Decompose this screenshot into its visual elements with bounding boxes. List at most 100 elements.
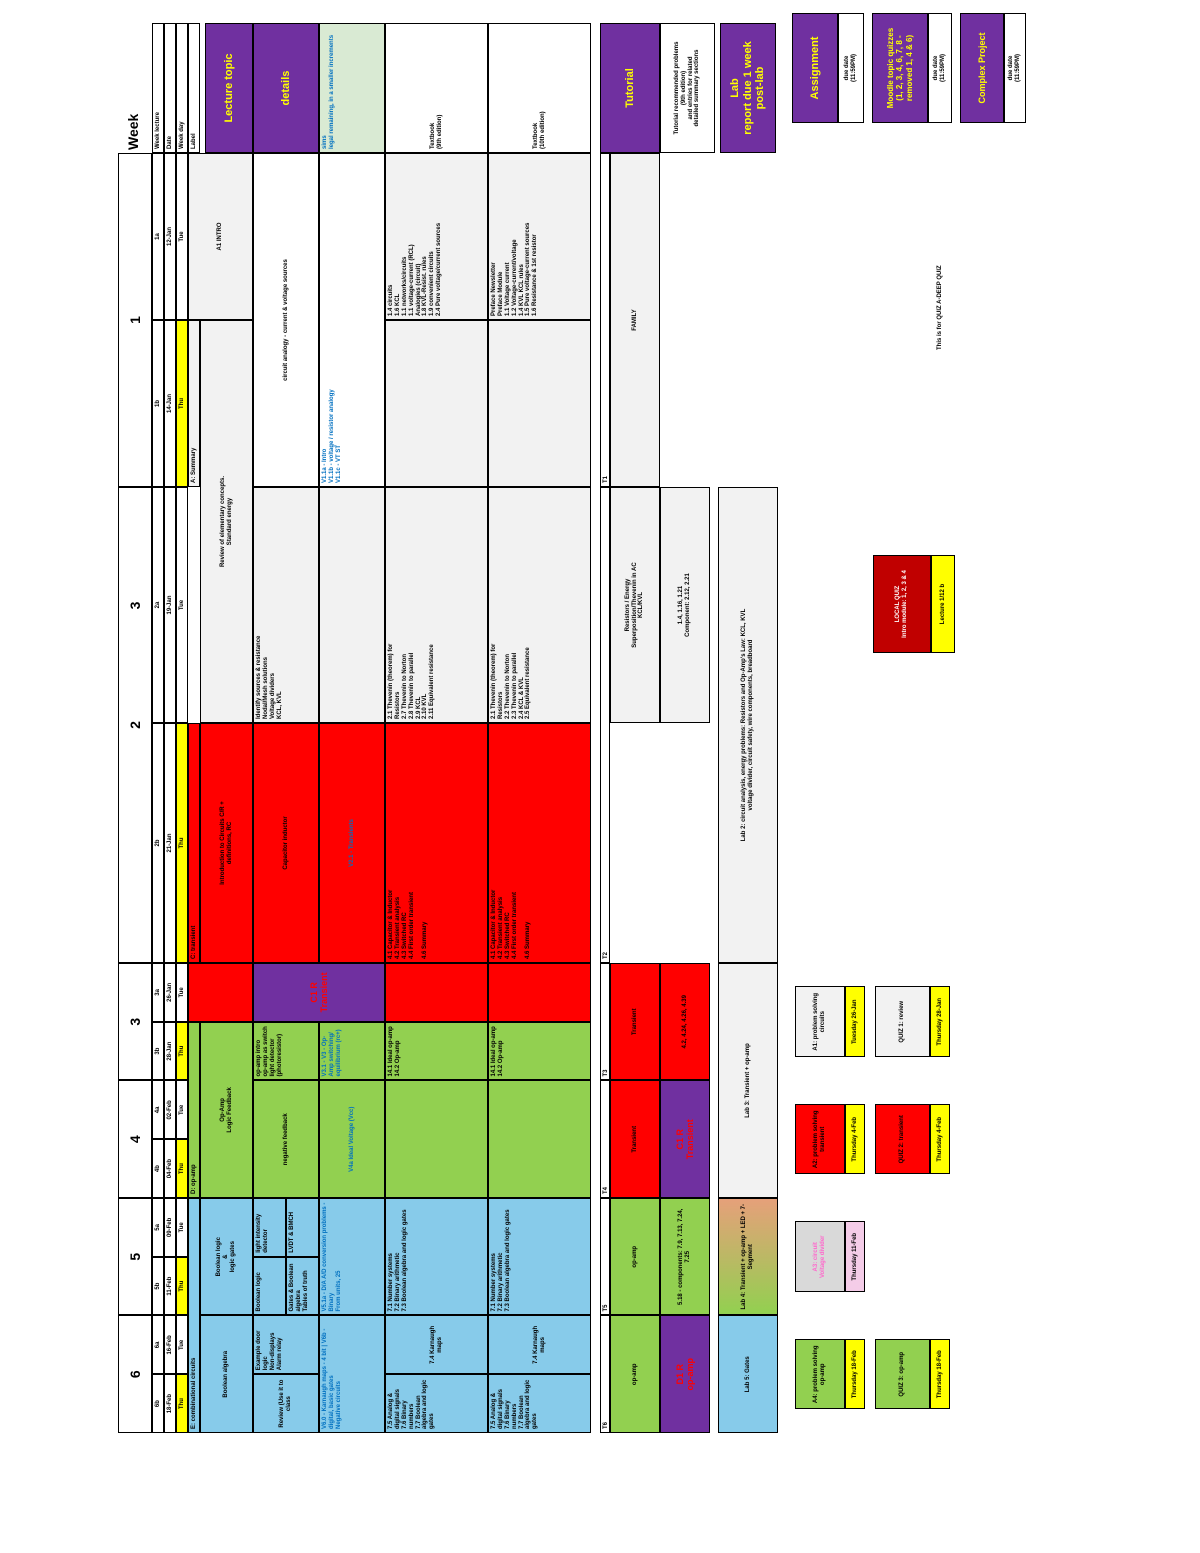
quizzes-label: Moodle topic quizzes (1, 2, 3, 4, 6, 7, … (872, 13, 928, 123)
details-5b2: Gates & Boolean algebra Tables of truth (286, 1256, 319, 1316)
textbook9-1: 1.4 circuits 1.6 KCL 1.1 networks/circui… (385, 153, 488, 320)
lab-4: Lab 4: Transient + op-amp + LED + 7-Segm… (718, 1198, 778, 1316)
sims-week-1: V1.1a - Intro V1.1b - voltage / resistor… (319, 153, 385, 487)
day-2a-date: 19-Jan (164, 487, 176, 723)
d-opamp-header: D: op-amp (188, 1021, 200, 1198)
details-5a1: light intensity detector (253, 1198, 286, 1257)
tut-5-body: op-amp (610, 1198, 660, 1316)
tutorial-2-header: T2 (600, 487, 610, 963)
tb9-6a: 7.4 Karnaugh maps (385, 1315, 488, 1375)
sims-5: V5.1a - D/A A/D conversion problems - Bi… (319, 1198, 385, 1316)
sims-2a (319, 487, 385, 723)
tb9-3b: 14.1 Ideal op-amp 14.2 Op-amp (385, 1021, 488, 1081)
sims-3b: V3.1 - V3 - Op-Amp switching/ equilibriu… (319, 1021, 385, 1081)
tb9-5a: 7.1 Number systems 7.2 Binary arithmetic… (385, 1198, 488, 1316)
tb9-6b: 7.5 Analog & digital signals 7.6 Binary … (385, 1374, 488, 1433)
day-4b-date: 04-Feb (164, 1139, 176, 1198)
day-5b-day: Thu (176, 1256, 188, 1316)
assignment-due-label: due date (11:59PM) (838, 13, 864, 123)
details-6a: Example door logic Non-displays Alarm re… (253, 1315, 319, 1375)
tut-5-h: T5 (600, 1198, 610, 1316)
c-topic-1: Introduction to Circuits C/R + definitio… (200, 723, 253, 963)
tut-6-quiz: D1 R op-amp (660, 1315, 710, 1433)
quiz-due-label: due date (11:59PM) (928, 13, 952, 123)
day-2a-day: Tue (176, 487, 188, 723)
assignment-a2-due: Thursday 4-Feb (845, 1104, 865, 1175)
details-label: details (253, 23, 319, 153)
assignment-0: LOCAL QUIZ Intro module: 1, 2, 3 & 4 (873, 555, 931, 653)
quiz-q1-due: Thursday 28-Jan (930, 986, 950, 1057)
day-1b-day: Thu (176, 320, 188, 487)
week-3-header: 3 (118, 487, 152, 723)
week-5-header: 5 (118, 1198, 152, 1316)
assignment-a4: A4: problem solving op-amp (795, 1339, 845, 1410)
day-6a-lecture: 6a (152, 1315, 164, 1375)
details-5b1: Boolean logic (253, 1256, 286, 1316)
assignment-a3-due: Thursday 11-Feb (845, 1221, 865, 1292)
assignment-label: Assignment (792, 13, 838, 123)
day-5a-date: 09-Feb (164, 1198, 176, 1257)
row-label-date: Date (164, 23, 176, 153)
quiz-q3: QUIZ 3: op-amp (875, 1339, 930, 1410)
tut-3-probs: 4.2, 4.24, 4.26, 4.39 (660, 963, 710, 1081)
e-topic-1: Boolean logic & logic gates (200, 1198, 253, 1316)
tut-3-h: T3 (600, 963, 610, 1081)
lec-3a (188, 963, 253, 1022)
project-due-label: due date (11:59PM) (1004, 13, 1026, 123)
day-6b-lecture: 6b (152, 1374, 164, 1433)
details-2a: Identify sources & resistance Nodal/Mesh… (253, 487, 319, 723)
textbook9-1b (385, 320, 488, 487)
details-5a2: LVDT & BMCH (286, 1198, 319, 1257)
day-5a-lecture: 5a (152, 1198, 164, 1257)
week-4-header: 4 (118, 1080, 152, 1198)
lab-label: Lab report due 1 week post-lab (720, 23, 776, 153)
project-label: Complex Project (960, 13, 1004, 123)
lab-5: Lab 5: Gates (718, 1315, 778, 1433)
day-6b-date: 18-Feb (164, 1374, 176, 1433)
quiz-q1: QUIZ 1: review (875, 986, 930, 1057)
sims-4: V4a Ideal Voltage (Vcc) (319, 1080, 385, 1198)
textbook10-1b (488, 320, 591, 487)
day-4b-lecture: 4b (152, 1139, 164, 1198)
assignment-a1: A1: problem solving circuits (795, 986, 845, 1057)
tut-6-body: op-amp (610, 1315, 660, 1433)
day-1b-date: 14-Jan (164, 320, 176, 487)
tb10-3a (488, 963, 591, 1022)
day-3a-lecture: 3a (152, 963, 164, 1022)
day-4a-date: 02-Feb (164, 1080, 176, 1140)
tut-3-body: Transient (610, 963, 660, 1081)
assignment-a3: A3: circuit Voltage divider (795, 1221, 845, 1292)
assignment-a4-due: Thursday 18-Feb (845, 1339, 865, 1410)
details-4: negative feedback (253, 1080, 319, 1198)
day-6a-date: 16-Feb (164, 1315, 176, 1375)
details-week-1: circuit analogy - current & voltage sour… (253, 153, 319, 487)
tb9-4 (385, 1080, 488, 1198)
tb10-3b: 14.1 Ideal op-amp 14.2 Op-amp (488, 1021, 591, 1081)
day-3a-date: 26-Jan (164, 963, 176, 1022)
e-comb-header: E: combinational circuits (188, 1198, 200, 1433)
sims-6: V6.0 - Karnaugh maps - 4 bit | V6b - dig… (319, 1315, 385, 1433)
assignment-0-due: Lecture 1/12 b (931, 555, 955, 653)
tut-4-body: Transient (610, 1080, 660, 1198)
tutorial-1-body: FAMILY (610, 153, 660, 487)
textbook10-1: Preface Newsletter Preface Module 1.1 Vo… (488, 153, 591, 320)
row-label-week-lecture: Week lecture (152, 23, 164, 153)
textbook9-label: Textbook (9th edition) (385, 23, 488, 153)
d-topic: Op-Amp Logic Feedback (200, 1021, 253, 1198)
tutorial-1-header: T1 (600, 153, 610, 487)
tutorial-2-body: Resistors / Energy Superposition/Theveni… (610, 487, 660, 723)
tut-6-h: T6 (600, 1315, 610, 1433)
day-4b-day: Thu (176, 1139, 188, 1198)
sims-2b: V2.1 - Transients (319, 723, 385, 963)
tut-4-h: T4 (600, 1080, 610, 1198)
lab-2: Lab 2: circuit analysis, energy problems… (718, 487, 778, 963)
tut-4-quiz: C1 R Transient (660, 1080, 710, 1198)
tut-5-probs: 5.18 - components: 7.9, 7.13, 7.24, 7.25 (660, 1198, 710, 1316)
day-6b-day: Thu (176, 1374, 188, 1433)
day-1a-lecture: 1a (152, 153, 164, 320)
day-5a-day: Tue (176, 1198, 188, 1257)
quiz-q3-due: Thursday 18-Feb (930, 1339, 950, 1410)
day-2a-lecture: 2a (152, 487, 164, 723)
details-6b: Review (Use it to class (253, 1374, 319, 1433)
